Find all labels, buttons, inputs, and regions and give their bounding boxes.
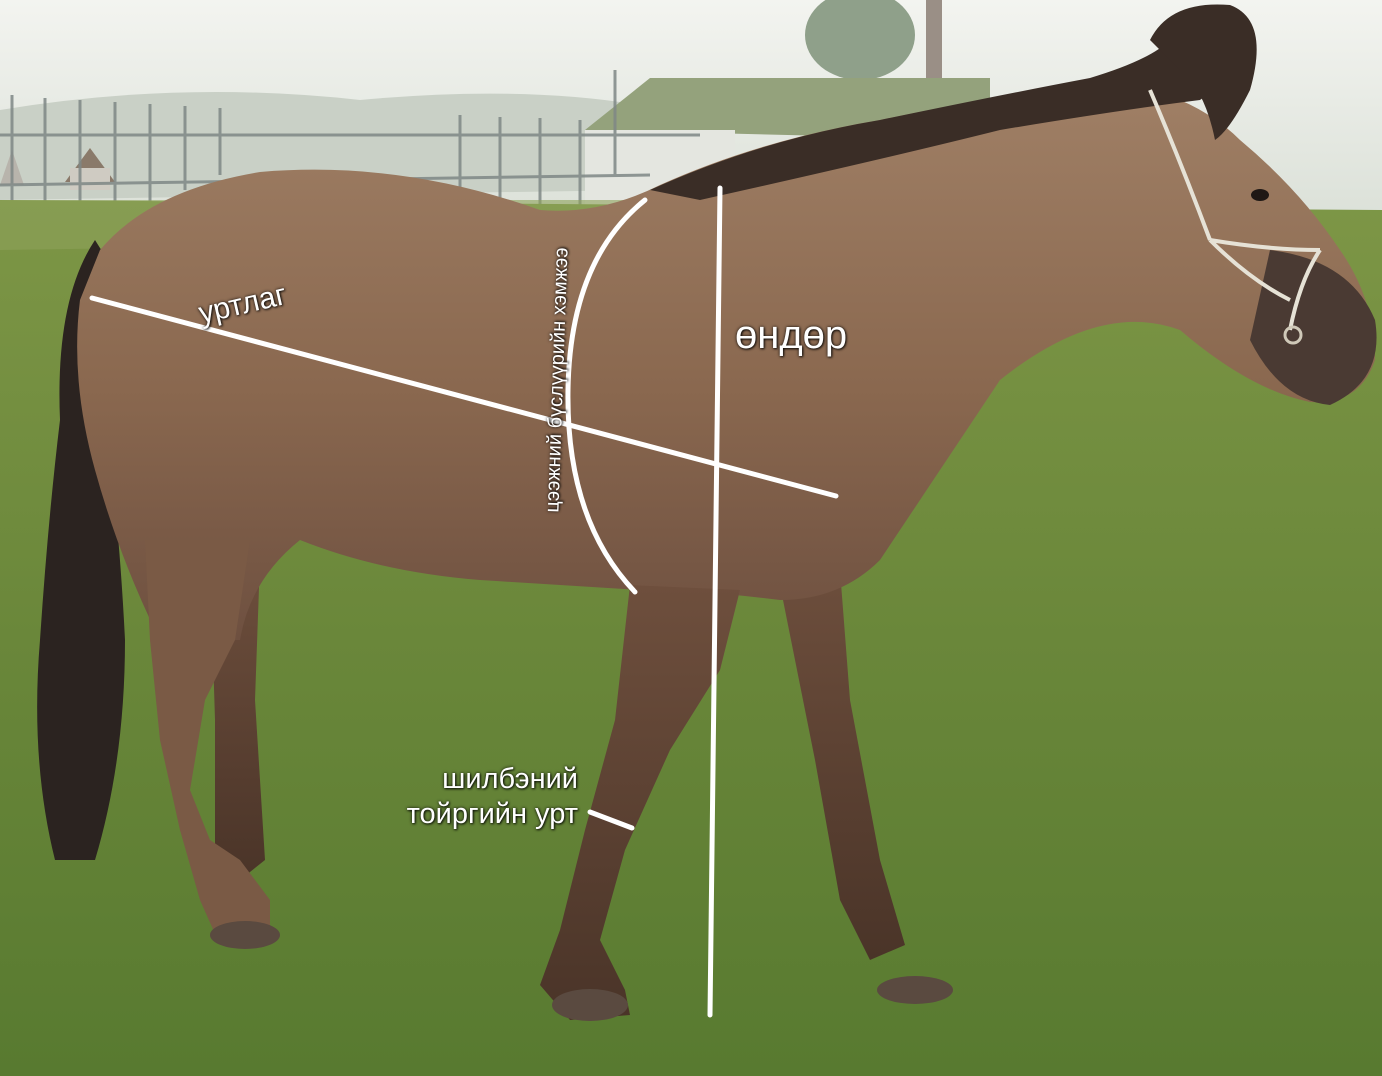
halter-ring: [1283, 325, 1303, 345]
cannon-circumference-label: шилбэний тойргийн урт: [330, 762, 578, 833]
horse-body: [77, 80, 1376, 640]
height-label: өндөр: [735, 313, 848, 357]
horse-hind-leg-near: [145, 540, 270, 945]
horse-forelock: [1150, 4, 1257, 140]
tree: [805, 0, 915, 80]
hoof: [210, 921, 280, 949]
horse-eye: [1251, 189, 1269, 201]
cannon-label-line2: тойргийн урт: [406, 798, 578, 831]
cannon-line: [587, 809, 635, 831]
halter: [1148, 89, 1322, 331]
hoof: [552, 989, 628, 1021]
hut-body: [70, 168, 110, 190]
cannon-label-line1: шилбэний: [442, 763, 578, 795]
distant-hills: [0, 92, 640, 200]
girth-curve: [565, 197, 648, 595]
horse-front-leg-far: [775, 560, 905, 960]
height-line: [707, 185, 723, 1018]
horse-muzzle: [1250, 250, 1377, 405]
horse-mane: [650, 30, 1218, 200]
hoof: [877, 976, 953, 1004]
horse-front-leg-near: [540, 585, 740, 1020]
length-line: [89, 295, 839, 499]
measurement-lines: [89, 185, 839, 1018]
